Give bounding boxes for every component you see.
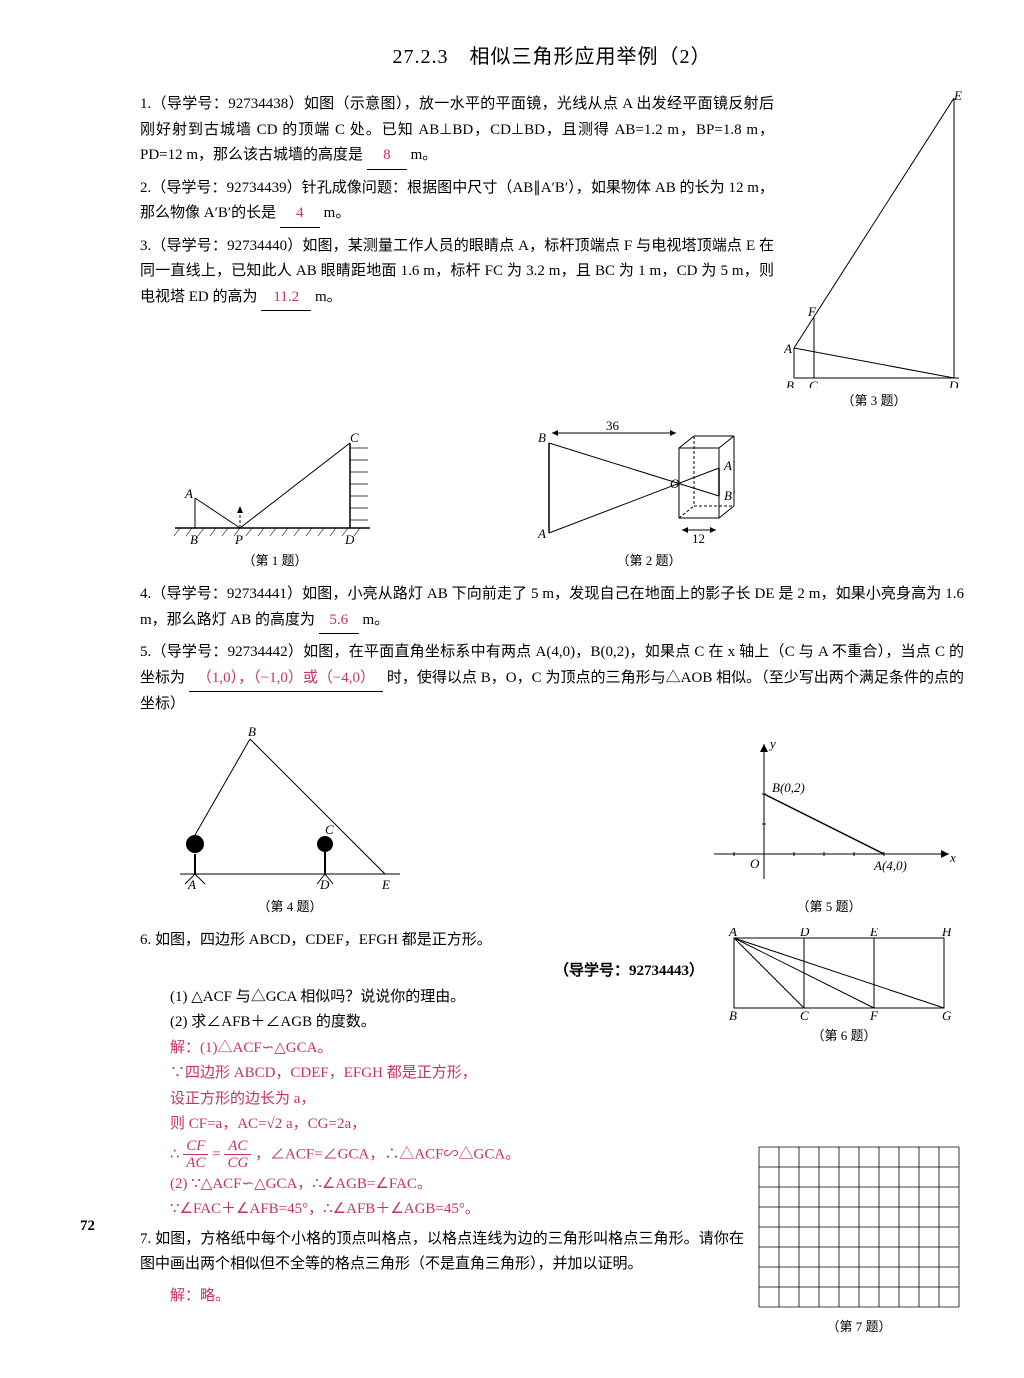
figure-5: O x y B(0,2) A(4,0) (694, 734, 964, 894)
figure-3-wrap: A B C F D E （第 3 题） (784, 88, 964, 412)
figure-5-wrap: O x y B(0,2) A(4,0) （第 5 题） (694, 734, 964, 918)
svg-text:A(4,0): A(4,0) (873, 858, 907, 873)
svg-text:O: O (750, 856, 760, 871)
question-5: 5.（导学号：92734442）如图，在平面直角坐标系中有两点 A(4,0)，B… (140, 640, 964, 718)
figure-5-caption: （第 5 题） (694, 896, 964, 918)
figure-2-wrap: 36 12 B A A′ B′ O （第 2 题） (534, 418, 764, 572)
q2-prefix: 2.（导学号：92734439）针孔成像问题：根据图中尺寸（AB∥A′B′），如… (140, 180, 774, 222)
svg-text:B: B (538, 430, 546, 445)
q4-answer: 5.6 (319, 608, 359, 635)
svg-text:B: B (190, 532, 198, 547)
figure-3: A B C F D E (784, 88, 964, 388)
q6-sol-3: 设正方形的边长为 a， (140, 1087, 964, 1113)
svg-text:C: C (800, 1008, 809, 1023)
figure-1-caption: （第 1 题） (170, 550, 380, 572)
svg-text:E: E (381, 877, 390, 892)
svg-text:y: y (768, 736, 776, 751)
figure-6-wrap: A D E H B C F G （第 6 题） (724, 928, 964, 1047)
svg-text:E: E (869, 928, 878, 939)
figure-4: B C A D E (170, 724, 410, 894)
figure-6-caption: （第 6 题） (724, 1025, 964, 1047)
svg-text:O: O (670, 476, 680, 491)
section-title: 27.2.3 相似三角形应用举例（2） (140, 40, 964, 74)
figure-4-wrap: B C A D E （第 4 题） (170, 724, 410, 918)
figure-7 (754, 1142, 964, 1314)
q2-suffix: m。 (324, 205, 351, 221)
q1-answer: 8 (367, 143, 407, 170)
svg-text:D: D (948, 378, 959, 388)
q3-answer: 11.2 (261, 285, 311, 312)
q3-prefix: 3.（导学号：92734440）如图，某测量工作人员的眼睛点 A，标杆顶端点 F… (140, 238, 774, 305)
svg-text:F: F (869, 1008, 879, 1023)
figure-1-wrap: A B P D C （第 1 题） (170, 428, 380, 572)
svg-text:B(0,2): B(0,2) (772, 780, 805, 795)
figure-2: 36 12 B A A′ B′ O (534, 418, 764, 548)
q6-sol-4: 则 CF=a，AC=√2 a，CG=2a， (140, 1112, 964, 1138)
q1-prefix: 1.（导学号：92734438）如图（示意图），放一水平的平面镜，光线从点 (140, 96, 622, 112)
svg-text:D: D (319, 877, 330, 892)
svg-text:A: A (537, 526, 546, 541)
svg-text:P: P (234, 532, 243, 547)
figure-7-wrap: （第 7 题） (754, 1142, 964, 1338)
svg-text:C: C (809, 378, 818, 388)
figure-7-caption: （第 7 题） (754, 1316, 964, 1338)
question-4: 4.（导学号：92734441）如图，小亮从路灯 AB 下向前走了 5 m，发现… (140, 582, 964, 634)
q3-suffix: m。 (315, 289, 342, 305)
q1-suffix: m。 (411, 147, 438, 163)
figure-row-4-5: B C A D E （第 4 题） O x y B (170, 724, 964, 918)
svg-text:D: D (344, 532, 355, 547)
q6-sol-2: ∵四边形 ABCD，CDEF，EFGH 都是正方形， (140, 1061, 964, 1087)
svg-text:A′: A′ (723, 458, 735, 473)
svg-text:B: B (248, 724, 256, 739)
svg-text:B′: B′ (724, 488, 735, 503)
q2-answer: 4 (280, 201, 320, 228)
svg-text:B: B (786, 378, 794, 388)
svg-text:G: G (942, 1008, 952, 1023)
q4-prefix: 4.（导学号：92734441）如图，小亮从路灯 AB 下向前走了 5 m，发现… (140, 586, 964, 628)
svg-text:12: 12 (692, 531, 705, 546)
figure-2-caption: （第 2 题） (534, 550, 764, 572)
figure-6: A D E H B C F G (724, 928, 964, 1023)
q6-line1: 6. 如图，四边形 ABCD，CDEF，EFGH 都是正方形。 (140, 932, 492, 948)
svg-text:C: C (325, 822, 334, 837)
svg-text:F: F (807, 304, 817, 319)
svg-text:A: A (728, 928, 737, 939)
page-number: 72 (80, 1214, 95, 1240)
q5-answer: （1,0），（−1,0）或（−4,0） (189, 666, 383, 693)
svg-text:C: C (350, 430, 359, 445)
svg-text:B: B (729, 1008, 737, 1023)
svg-text:36: 36 (606, 418, 620, 433)
svg-text:A: A (184, 486, 193, 501)
svg-text:H: H (941, 928, 952, 939)
svg-text:x: x (949, 850, 956, 865)
svg-text:A: A (784, 341, 792, 356)
figure-3-caption: （第 3 题） (784, 390, 964, 412)
svg-text:E: E (953, 88, 962, 103)
q4-suffix: m。 (363, 612, 390, 628)
svg-text:D: D (799, 928, 810, 939)
svg-text:A: A (187, 877, 196, 892)
figure-1: A B P D C (170, 428, 380, 548)
figure-4-caption: （第 4 题） (170, 896, 410, 918)
figure-row-1-2: A B P D C （第 1 题） (170, 418, 764, 572)
